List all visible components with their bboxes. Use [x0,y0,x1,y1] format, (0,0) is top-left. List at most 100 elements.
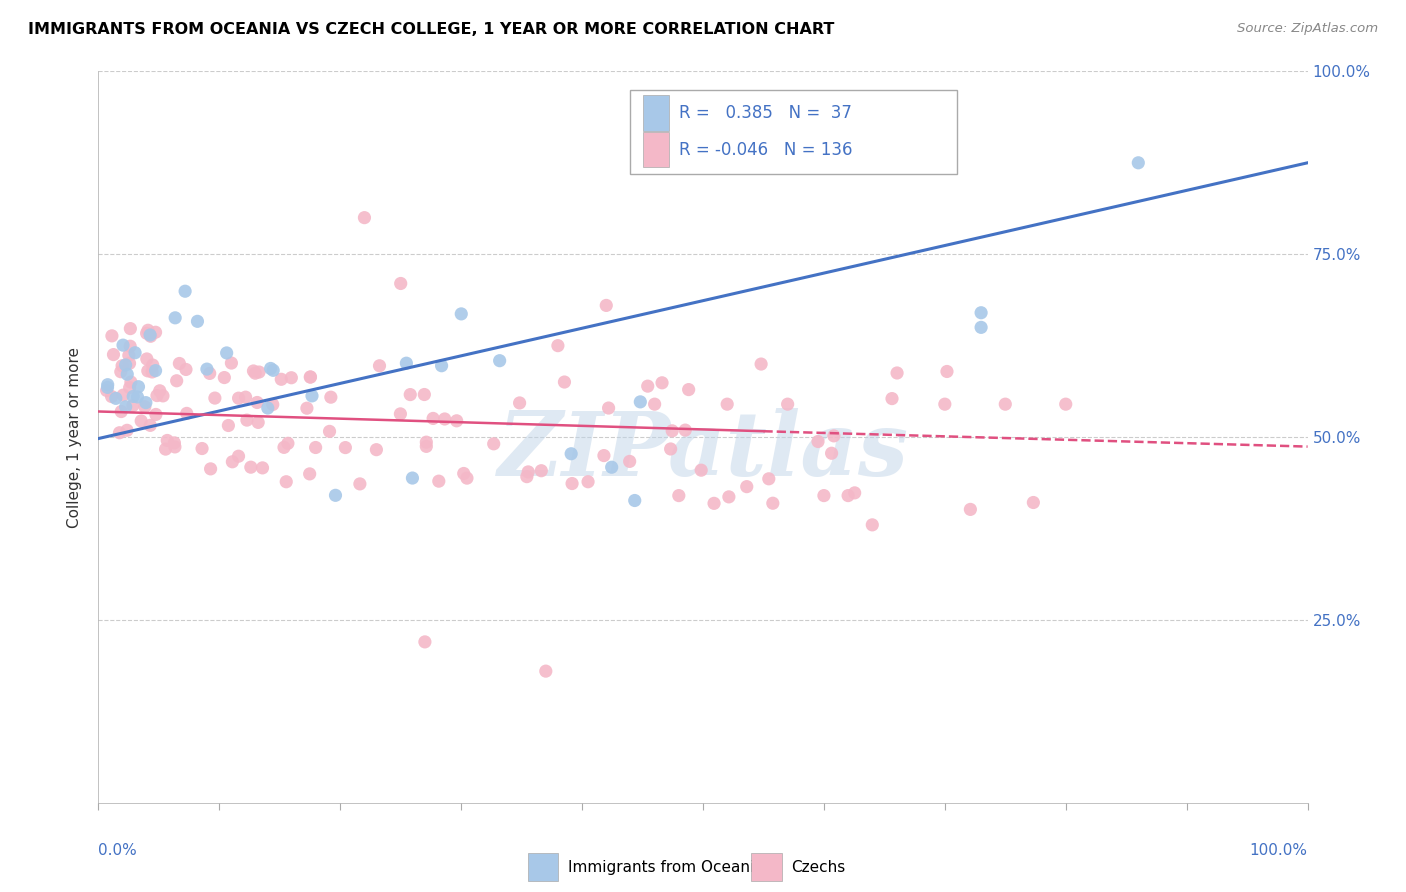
Text: 100.0%: 100.0% [1250,843,1308,858]
Point [553,375,575,389]
Point [236,413,259,427]
Point [934,397,956,411]
Point [145,325,167,339]
Point [139,329,162,343]
Point [886,366,908,380]
Text: ZIPatlas: ZIPatlas [498,409,908,495]
Point [247,416,270,430]
Point [111,338,134,352]
Point [628,395,651,409]
Point [690,463,713,477]
Point [813,489,835,503]
Point [659,442,682,456]
Point [100,390,122,404]
Point [139,328,162,343]
Point [430,359,453,373]
Point [186,314,208,328]
Y-axis label: College, 1 year or more: College, 1 year or more [67,347,83,527]
Point [298,467,321,481]
FancyBboxPatch shape [643,132,669,167]
Point [395,356,418,370]
Point [325,488,347,502]
Point [273,441,295,455]
Point [174,362,197,376]
Point [427,474,450,488]
Point [120,339,142,353]
Text: 0.0%: 0.0% [98,843,138,858]
Point [166,374,188,388]
Point [122,399,145,413]
Point [994,397,1017,411]
Point [136,364,159,378]
Point [776,397,799,411]
Point [198,367,221,381]
Point [415,435,437,450]
Point [111,359,134,373]
Point [277,436,299,450]
Text: Source: ZipAtlas.com: Source: ZipAtlas.com [1237,22,1378,36]
Point [749,357,772,371]
Point [959,502,981,516]
Point [204,391,226,405]
Point [399,387,422,401]
Point [413,387,436,401]
Point [837,489,859,503]
Point [142,358,165,372]
Point [246,395,269,409]
Point [349,476,371,491]
Point [103,348,125,362]
Point [118,348,141,362]
FancyBboxPatch shape [643,95,669,130]
Point [482,437,505,451]
Point [534,664,557,678]
Point [319,390,342,404]
Point [135,351,157,366]
Point [120,375,142,389]
Point [135,326,157,341]
Point [651,376,673,390]
Point [598,401,620,415]
Text: R =   0.385   N =  37: R = 0.385 N = 37 [679,104,852,122]
Point [844,486,866,500]
Point [141,365,163,379]
Point [110,365,132,379]
Point [120,321,142,335]
Point [165,310,187,325]
Point [619,454,641,468]
Point [122,389,145,403]
Point [270,372,292,386]
Point [593,449,616,463]
Point [880,392,903,406]
Point [129,414,152,428]
Point [112,388,135,402]
Text: Czechs: Czechs [792,860,845,875]
Point [96,384,118,398]
Point [668,489,690,503]
Point [110,404,132,418]
Point [169,356,191,370]
Point [318,425,340,439]
Point [735,480,758,494]
Point [252,461,274,475]
Point [368,359,391,373]
Point [595,298,617,312]
Point [823,429,845,443]
Point [717,490,740,504]
Point [415,439,437,453]
Point [97,377,120,392]
Point [215,346,238,360]
Point [239,460,262,475]
Point [389,277,412,291]
Point [1022,495,1045,509]
Point [820,446,842,460]
Point [678,383,700,397]
Point [127,380,149,394]
Point [716,397,738,411]
Point [661,424,683,438]
Point [547,338,569,352]
Point [155,442,177,456]
Point [163,440,186,454]
Point [304,441,326,455]
Point [433,412,456,426]
Point [145,363,167,377]
